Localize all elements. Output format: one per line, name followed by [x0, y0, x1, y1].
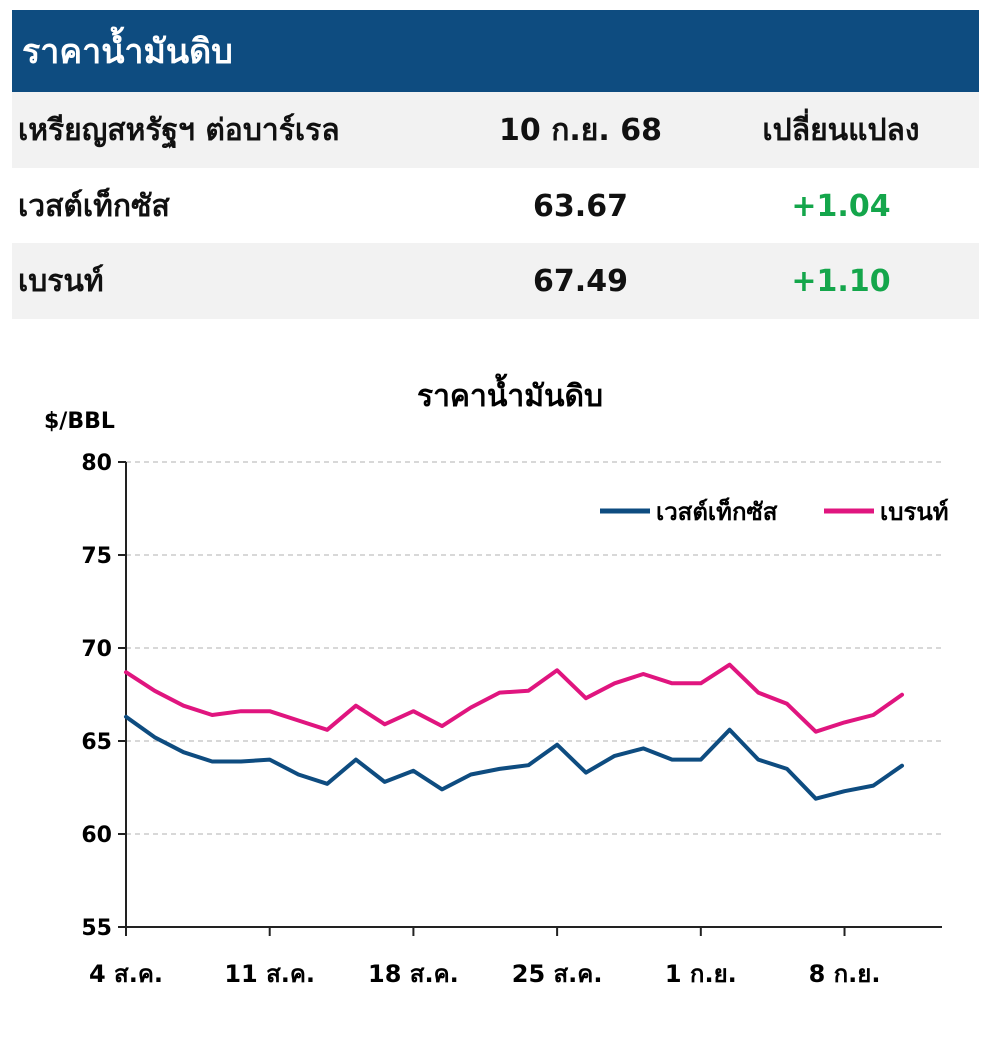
oil-price-chart: ราคาน้ำมันดิบ $/BBL 55 60 65 70 75 80 4 ส.ค. 11…	[44, 373, 949, 988]
row-price: 67.49	[533, 263, 628, 299]
brent-series-line	[124, 662, 904, 734]
legend-brent-label: เบรนท์	[880, 498, 949, 526]
y-axis-label: $/BBL	[44, 409, 115, 434]
y-tick-label: 60	[81, 823, 112, 848]
x-tick-label: 1 ก.ย.	[665, 960, 737, 988]
table-row: เวสต์เท็กซัส 63.67 +1.04	[12, 168, 979, 244]
x-tick-label: 25 ส.ค.	[512, 960, 603, 988]
column-header-unit: เหรียญสหรัฐฯ ต่อบาร์เรล	[18, 112, 340, 148]
header-bar: ราคาน้ำมันดิบ	[12, 10, 979, 92]
y-tick-label: 70	[81, 637, 112, 662]
y-tick-label: 75	[81, 544, 112, 569]
x-tick-label: 18 ส.ค.	[368, 960, 459, 988]
x-tick-label: 4 ส.ค.	[89, 960, 163, 988]
y-tick-label: 80	[81, 451, 112, 476]
row-change: +1.10	[791, 263, 891, 299]
row-name: เวสต์เท็กซัส	[18, 188, 170, 224]
x-tick-label: 11 ส.ค.	[224, 960, 315, 988]
chart-title: ราคาน้ำมันดิบ	[417, 373, 603, 414]
row-change: +1.04	[791, 188, 891, 224]
y-tick-label: 55	[81, 916, 112, 941]
table-row: เบรนท์ 67.49 +1.10	[12, 243, 979, 319]
legend-wti-label: เวสต์เท็กซัส	[656, 497, 778, 526]
row-name: เบรนท์	[18, 263, 104, 299]
table-header-row: เหรียญสหรัฐฯ ต่อบาร์เรล 10 ก.ย. 68 เปลี่…	[12, 92, 979, 168]
column-header-date: 10 ก.ย. 68	[499, 112, 662, 148]
row-price: 63.67	[533, 188, 628, 224]
y-tick-label: 65	[81, 730, 112, 755]
column-header-change: เปลี่ยนแปลง	[762, 112, 920, 148]
page-title: ราคาน้ำมันดิบ	[22, 32, 233, 72]
wti-series-line	[124, 714, 904, 801]
x-tick-label: 8 ก.ย.	[809, 960, 881, 988]
